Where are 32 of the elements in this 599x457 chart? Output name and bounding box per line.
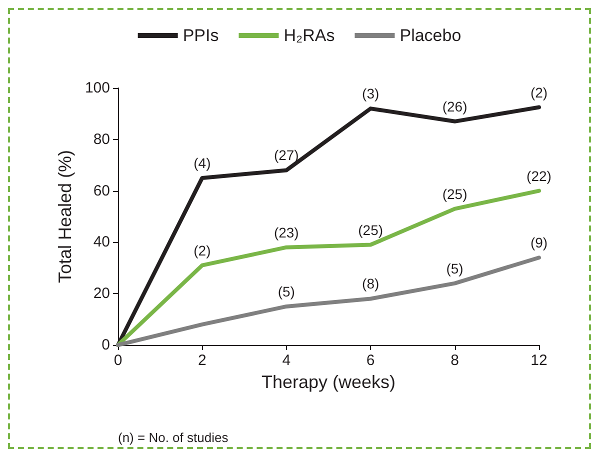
annotation: (23) <box>274 224 299 240</box>
annotation: (2) <box>194 242 211 258</box>
annotation: (4) <box>194 154 211 171</box>
x-tick-label: 0 <box>114 352 122 369</box>
y-axis-title: Total Healed (%) <box>55 150 75 284</box>
annotation: (5) <box>278 283 295 300</box>
annotation: (5) <box>446 260 464 276</box>
annotation: (2) <box>530 84 548 100</box>
annotation: (22) <box>526 168 552 184</box>
y-tick-label: 60 <box>93 182 110 200</box>
y-tick-label: 20 <box>93 285 110 302</box>
y-tick-label: 0 <box>102 336 110 354</box>
y-tick-label: 100 <box>84 80 110 96</box>
annotation: (25) <box>358 222 384 238</box>
y-tick-label: 80 <box>93 130 110 148</box>
x-axis-title: Therapy (weeks) <box>261 372 396 392</box>
annotation: (9) <box>530 234 548 251</box>
x-tick-label: 8 <box>450 352 459 369</box>
annotation: (27) <box>274 147 299 164</box>
annotation: (8) <box>362 276 380 292</box>
annotation: (26) <box>442 98 468 114</box>
annotation: (25) <box>442 186 468 202</box>
x-tick-label: 4 <box>282 352 291 369</box>
x-tick-label: 6 <box>366 352 375 369</box>
text: (n) = No. of studies <box>118 430 229 445</box>
x-tick-label: 2 <box>198 352 206 369</box>
legend-label: H₂RAs <box>284 26 335 45</box>
legend-label: Placebo <box>400 26 462 45</box>
annotation: (3) <box>362 86 380 102</box>
legend-label: PPIs <box>182 26 219 45</box>
x-tick-label: 12 <box>530 352 548 369</box>
y-tick-label: 40 <box>93 234 110 251</box>
